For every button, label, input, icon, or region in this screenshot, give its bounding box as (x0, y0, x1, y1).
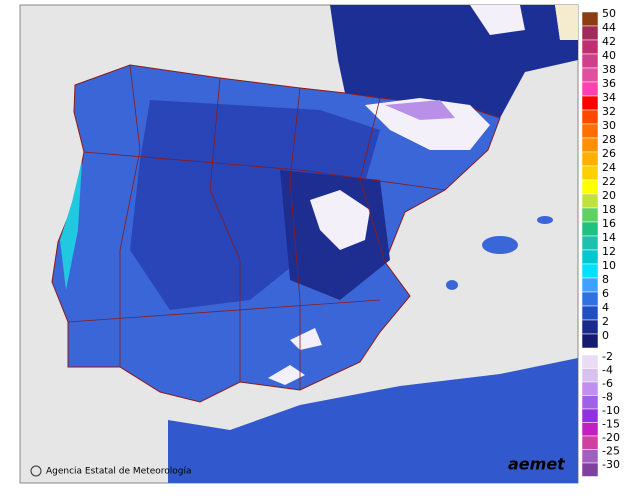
legend-swatch (581, 221, 599, 237)
legend-swatch (581, 381, 599, 396)
legend-label: 6 (602, 287, 609, 300)
legend-swatch (581, 95, 599, 111)
legend-swatch (581, 408, 599, 423)
legend-label: 50 (602, 7, 616, 20)
legend-label: 34 (602, 91, 616, 104)
legend-label: 40 (602, 49, 616, 62)
legend-label: -30 (602, 458, 620, 471)
legend-swatch (581, 277, 599, 293)
legend-swatch (581, 11, 599, 27)
legend-label: 0 (602, 329, 609, 342)
legend-swatch (581, 333, 599, 349)
snow-central (310, 190, 370, 250)
legend-swatch (581, 53, 599, 69)
italy (555, 5, 578, 40)
menorca (537, 216, 553, 224)
legend-label: 14 (602, 231, 616, 244)
legend-swatch (581, 291, 599, 307)
legend: 5044424038363432302826242220181614121086… (581, 7, 620, 477)
mallorca (482, 236, 518, 254)
legend-label: -6 (602, 377, 613, 390)
ibiza (446, 280, 458, 290)
legend-label: 30 (602, 119, 616, 132)
legend-swatch (581, 207, 599, 223)
legend-swatch (581, 395, 599, 410)
legend-label: 26 (602, 147, 616, 160)
legend-label: 4 (602, 301, 609, 314)
legend-label: 18 (602, 203, 616, 216)
legend-swatch (581, 25, 599, 41)
legend-label: 12 (602, 245, 616, 258)
legend-label: 38 (602, 63, 616, 76)
snow-south (290, 328, 322, 350)
legend-swatch (581, 67, 599, 83)
legend-swatch (581, 319, 599, 335)
legend-label: -20 (602, 431, 620, 444)
legend-label: 2 (602, 315, 609, 328)
legend-label: 8 (602, 273, 609, 286)
coast-warm (60, 160, 82, 290)
legend-label: 20 (602, 189, 616, 202)
legend-swatch (581, 263, 599, 279)
credit: Agencia Estatal de Meteorología (46, 467, 192, 477)
legend-label: -4 (602, 364, 613, 377)
legend-swatch (581, 235, 599, 251)
legend-label: 44 (602, 21, 616, 34)
legend-label: -2 (602, 350, 613, 363)
legend-swatch (581, 109, 599, 125)
legend-label: 42 (602, 35, 616, 48)
legend-swatch (581, 123, 599, 139)
legend-swatch (581, 449, 599, 464)
legend-label: 24 (602, 161, 616, 174)
legend-label: -25 (602, 445, 620, 458)
logo: aemet (508, 455, 566, 474)
snow-sierra-nevada (268, 365, 305, 385)
snow-alps (470, 5, 525, 35)
legend-swatch (581, 165, 599, 181)
borders (67, 64, 446, 390)
legend-swatch (581, 249, 599, 265)
legend-swatch (581, 39, 599, 55)
legend-label: 36 (602, 77, 616, 90)
legend-label: -10 (602, 404, 620, 417)
legend-swatch (581, 179, 599, 195)
legend-label: -8 (602, 391, 613, 404)
copyright-icon (30, 465, 42, 477)
france (330, 5, 578, 118)
region-lines (67, 64, 446, 390)
legend-swatch (581, 422, 599, 437)
snow-pyrenees (365, 98, 490, 150)
legend-label: 28 (602, 133, 616, 146)
legend-swatch (581, 193, 599, 209)
legend-label: 32 (602, 105, 616, 118)
legend-swatch (581, 305, 599, 321)
inland-cold (130, 100, 380, 310)
legend-swatch (581, 151, 599, 167)
cold-pyrenees (385, 100, 455, 120)
legend-swatch (581, 462, 599, 477)
legend-swatch (581, 137, 599, 153)
legend-swatch (581, 435, 599, 450)
legend-label: 22 (602, 175, 616, 188)
legend-label: -15 (602, 418, 620, 431)
legend-swatch (581, 354, 599, 369)
legend-label: 16 (602, 217, 616, 230)
legend-label: 10 (602, 259, 616, 272)
legend-swatch (581, 368, 599, 383)
africa (168, 358, 578, 483)
legend-swatch (581, 81, 599, 97)
